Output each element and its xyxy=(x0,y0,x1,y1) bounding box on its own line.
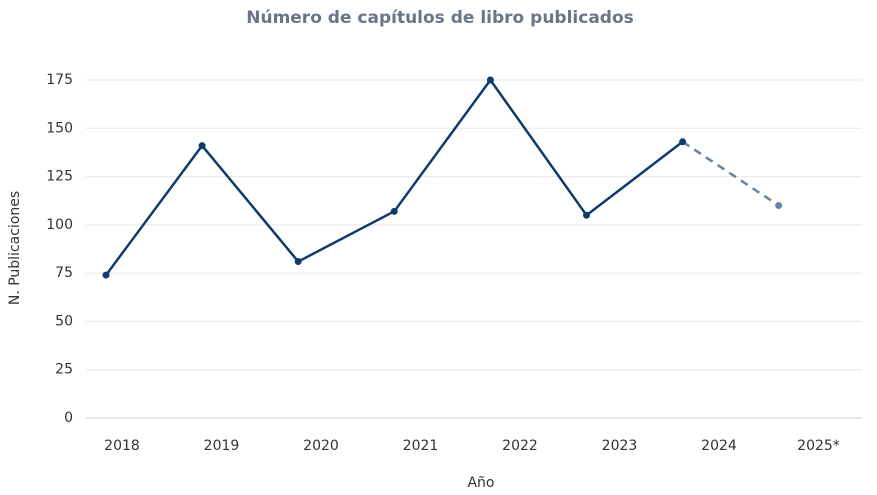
point xyxy=(390,207,398,215)
x-tick-label: 2018 xyxy=(104,438,140,454)
point xyxy=(294,258,302,266)
x-tick-label: 2024 xyxy=(701,438,737,454)
y-tick-label: 175 xyxy=(46,72,73,88)
y-tick-label: 125 xyxy=(46,169,73,185)
x-tick-label: 2025* xyxy=(797,438,840,454)
y-axis-title: N. Publicaciones xyxy=(7,191,23,305)
point xyxy=(198,142,206,150)
y-tick-label: 50 xyxy=(55,313,73,329)
y-tick-label: 0 xyxy=(64,410,73,426)
line-projection xyxy=(681,140,780,207)
point xyxy=(679,138,687,146)
x-tick-label: 2022 xyxy=(502,438,538,454)
y-tick-label: 100 xyxy=(46,217,73,233)
y-tick-label: 25 xyxy=(55,362,73,378)
y-tick-label: 75 xyxy=(55,265,73,281)
point xyxy=(775,202,783,210)
x-tick-label: 2021 xyxy=(403,438,439,454)
x-tick-label: 2023 xyxy=(602,438,638,454)
x-tick-label: 2020 xyxy=(303,438,339,454)
point xyxy=(102,271,110,279)
x-axis-title: Año xyxy=(467,475,494,491)
point xyxy=(486,76,494,84)
y-tick-label: 150 xyxy=(46,120,73,136)
chart-title: Número de capítulos de libro publicados xyxy=(246,8,634,28)
point xyxy=(583,211,590,219)
x-tick-label: 2019 xyxy=(204,438,240,454)
line xyxy=(104,77,684,276)
